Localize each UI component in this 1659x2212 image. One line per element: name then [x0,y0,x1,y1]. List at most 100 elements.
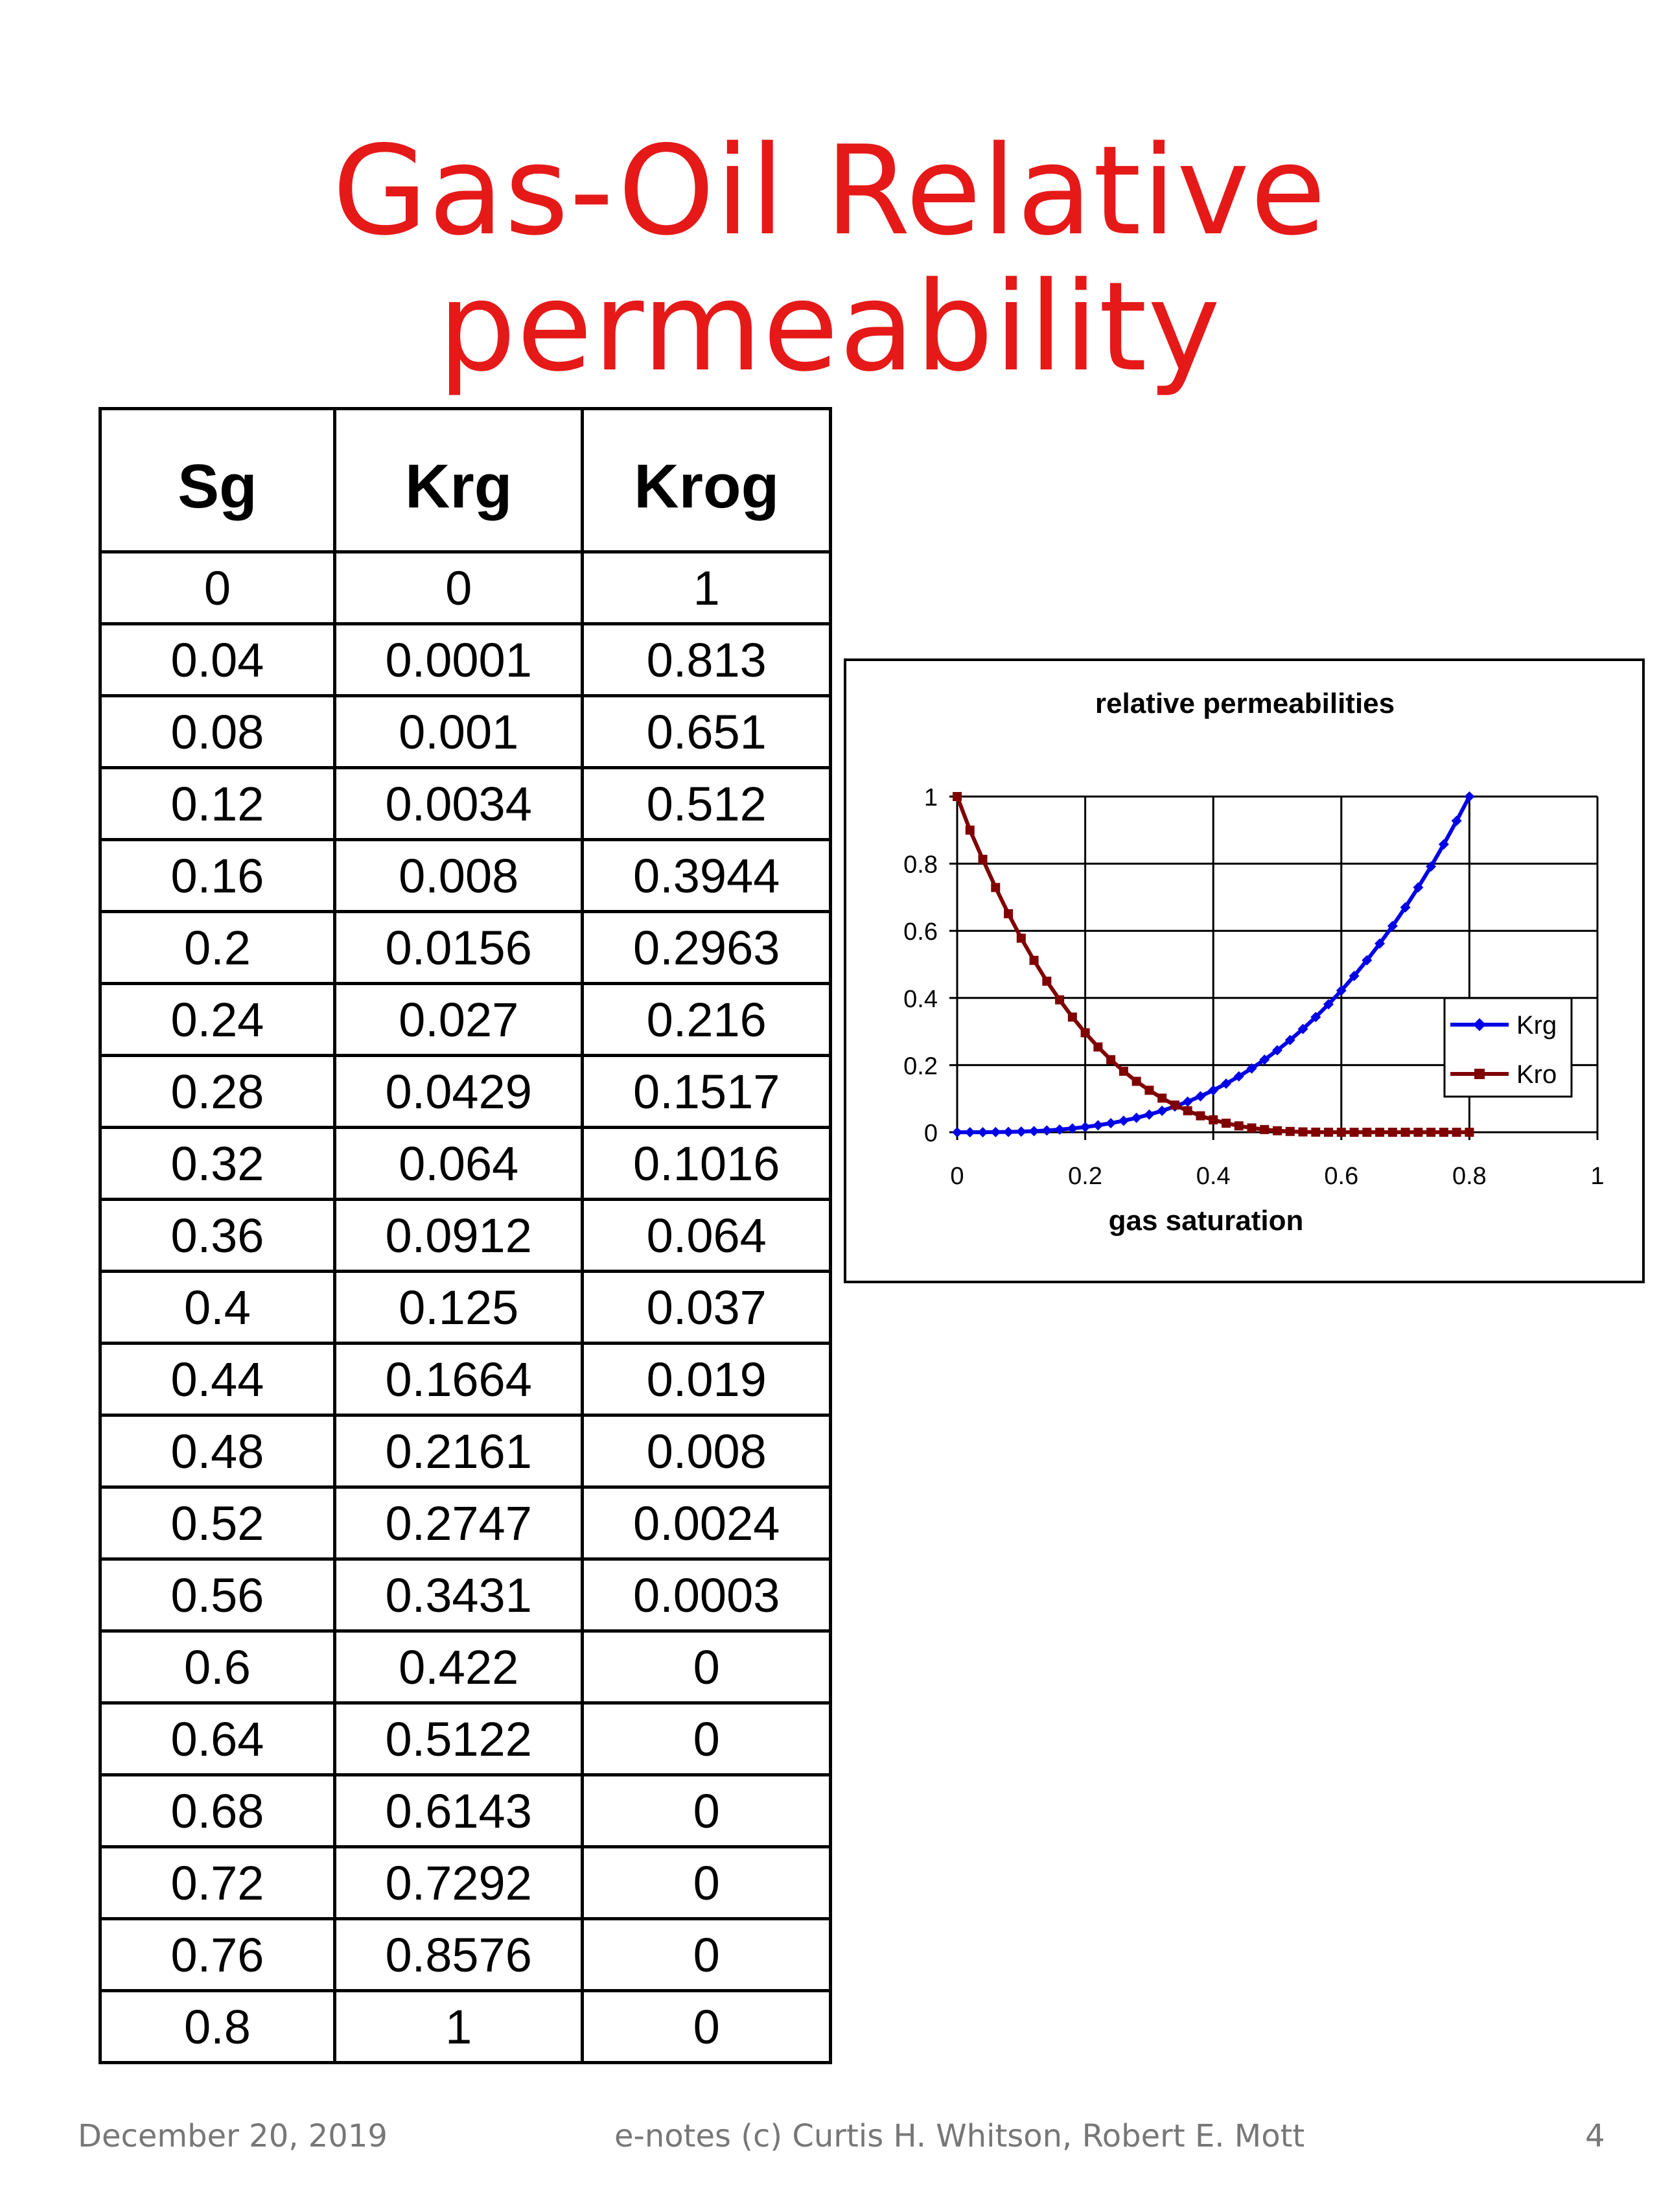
legend-marker-krg [1473,1018,1486,1031]
data-point-kro [1221,1119,1231,1128]
data-point-krg [1208,1085,1219,1096]
table-cell-sg: 0.2 [99,910,336,985]
table-cell-sg: 0.8 [99,1989,336,2064]
data-point-kro [978,854,988,864]
x-tick-label: 0 [950,1163,964,1190]
data-point-kro [1093,1042,1103,1052]
table-cell-sg: 0.52 [99,1485,336,1561]
data-point-kro [1183,1106,1192,1115]
data-point-kro [1144,1086,1154,1095]
data-point-krg [1259,1054,1270,1065]
table-row: 0.08 0.001 0.651 [99,694,832,769]
table-cell-krg: 0.027 [332,982,585,1057]
data-point-krg [1464,791,1475,802]
table-cell-sg: 0.56 [99,1557,336,1633]
data-point-krg [977,1126,988,1137]
table-row: 0.04 0.0001 0.813 [99,622,832,697]
x-tick-label: 1 [1590,1163,1604,1190]
table-cell-krog: 0 [581,1773,832,1848]
data-point-kro [1170,1100,1179,1110]
table-cell-krog: 0.0003 [581,1557,832,1633]
footer-date: December 20, 2019 [78,2118,388,2154]
table-cell-krog: 0.0024 [581,1485,832,1561]
data-point-kro [1452,1128,1461,1137]
data-point-kro [1349,1128,1359,1137]
table-row: 0.16 0.008 0.3944 [99,838,832,913]
table-cell-krog: 0.008 [581,1414,832,1489]
table-cell-krog: 0.1517 [581,1054,832,1129]
table-cell-sg: 0.04 [99,622,336,697]
header-krg: Krg [332,407,585,553]
table-cell-sg: 0.12 [99,766,336,841]
table-cell-krg: 1 [332,1989,585,2064]
slide-title-line-1: Gas-Oil Relative [332,119,1327,262]
data-point-kro [1387,1128,1397,1137]
slide-title: Gas-Oil Relative permeability [0,123,1659,395]
table-cell-sg: 0.28 [99,1054,336,1129]
data-point-krg [1015,1126,1027,1137]
data-point-kro [953,792,962,801]
data-point-kro [1157,1093,1167,1103]
y-tick-label: 1 [924,784,938,811]
data-point-kro [1375,1128,1385,1137]
table-cell-krg: 0.064 [332,1126,585,1201]
table-cell-krog: 0 [581,1845,832,1920]
data-point-krg [1284,1034,1295,1045]
slide-title-line-2: permeability [437,255,1222,399]
table-cell-sg: 0.24 [99,982,336,1057]
table-row: 0.28 0.0429 0.1517 [99,1054,832,1129]
data-point-kro [1426,1128,1436,1137]
data-point-krg [1118,1115,1129,1126]
table-row: 0.68 0.6143 0 [99,1773,832,1848]
data-point-kro [1004,909,1014,918]
data-point-kro [1080,1028,1090,1038]
table-cell-sg: 0.76 [99,1917,336,1992]
data-point-kro [1465,1128,1474,1137]
table-cell-sg: 0.4 [99,1270,336,1345]
x-tick-label: 0.4 [1196,1163,1231,1190]
data-point-kro [991,883,1001,892]
data-point-kro [1131,1077,1141,1086]
table-cell-krg: 0.3431 [332,1557,585,1633]
table-cell-krg: 0.0001 [332,622,585,697]
table-cell-krg: 0.8576 [332,1917,585,1992]
table-cell-krog: 0.1016 [581,1126,832,1201]
table-cell-sg: 0.68 [99,1773,336,1848]
table-row: 0.6 0.422 0 [99,1629,832,1705]
data-point-krg [964,1127,975,1137]
data-point-krg [1297,1023,1308,1034]
data-point-krg [1375,938,1386,949]
data-point-krg [1387,920,1398,931]
data-point-krg [1157,1105,1168,1116]
data-point-kro [1247,1123,1257,1133]
data-point-krg [1080,1121,1091,1132]
table-row: 0.48 0.2161 0.008 [99,1414,832,1489]
table-cell-krg: 0.1664 [332,1342,585,1417]
table-cell-krg: 0.422 [332,1629,585,1705]
y-tick-label: 0 [924,1120,938,1147]
table-row: 0.2 0.0156 0.2963 [99,910,832,985]
data-point-krg [1336,985,1347,996]
data-point-kro [965,825,975,835]
x-tick-label: 0.8 [1452,1163,1487,1190]
table-row: 0.8 1 0 [99,1989,832,2064]
table-cell-krog: 0.3944 [581,838,832,913]
table-header-row: Sg Krg Krog [99,407,832,553]
data-point-krg [1362,955,1373,966]
table-cell-sg: 0.16 [99,838,336,913]
x-tick-label: 0.2 [1068,1163,1102,1190]
table-cell-krog: 0 [581,1701,832,1776]
data-point-krg [1272,1045,1282,1056]
table-cell-krog: 0 [581,1629,832,1705]
table-row: 0.64 0.5122 0 [99,1701,832,1776]
data-point-krg [1310,1012,1321,1023]
table-cell-krog: 0.216 [581,982,832,1057]
table-row: 0.32 0.064 0.1016 [99,1126,832,1201]
data-point-kro [1336,1128,1346,1137]
table-cell-krog: 0.2963 [581,910,832,985]
data-point-krg [1233,1071,1244,1082]
x-axis-label: gas saturation [1109,1205,1304,1237]
table-cell-sg: 0.72 [99,1845,336,1920]
table-cell-sg: 0.08 [99,694,336,769]
header-sg: Sg [99,407,336,553]
